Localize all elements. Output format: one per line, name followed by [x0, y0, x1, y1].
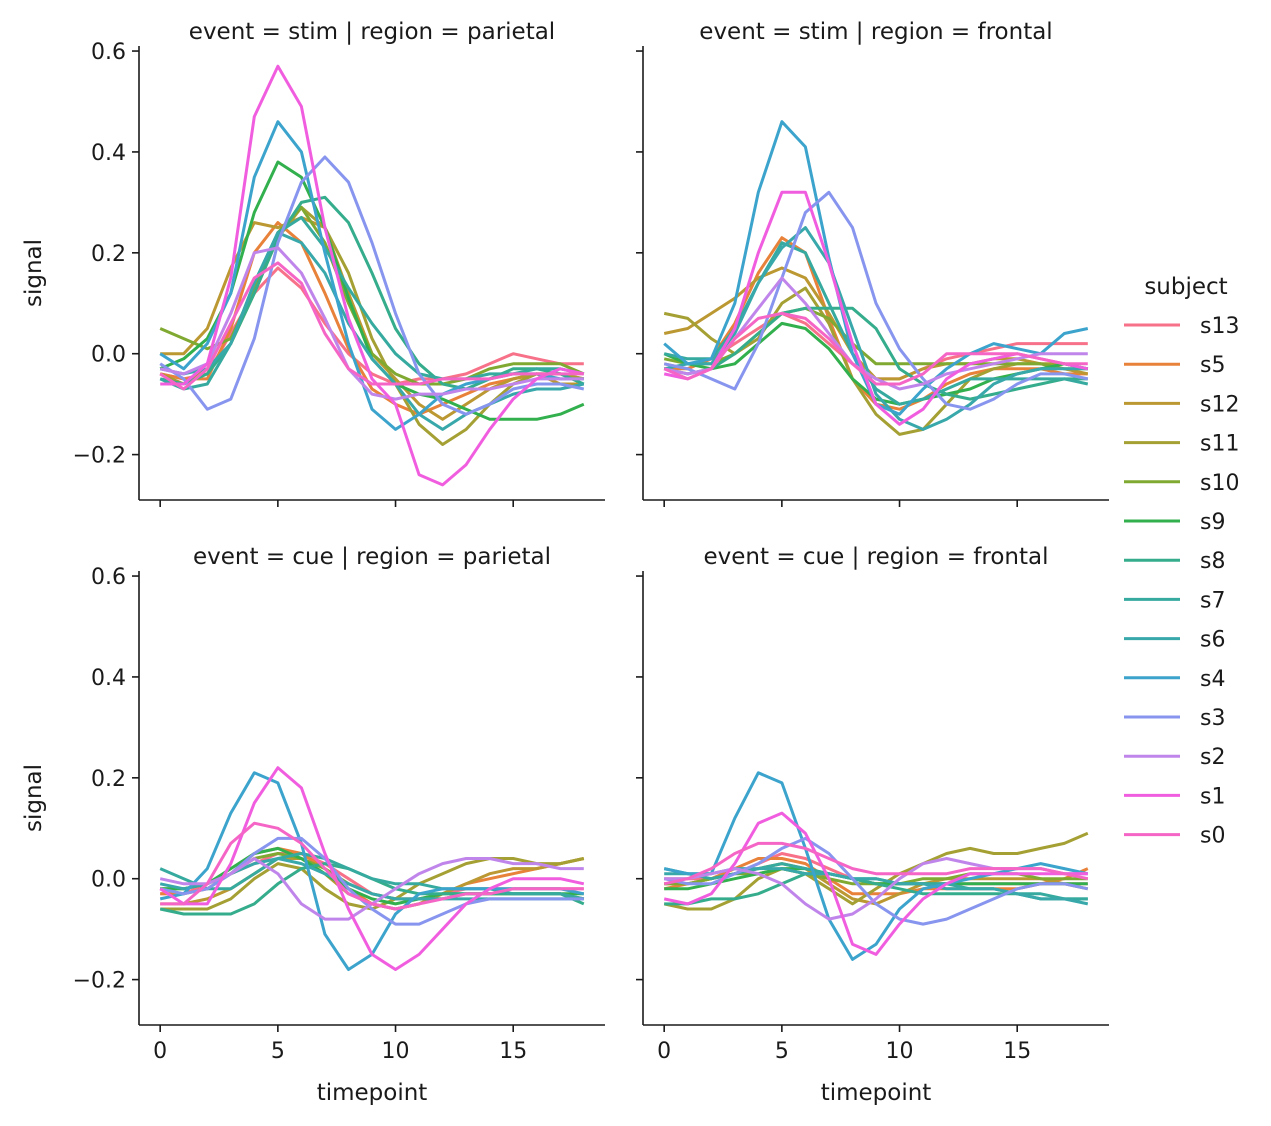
x-tick-label: 10: [382, 1039, 410, 1064]
panel-title: event = stim | region = parietal: [189, 19, 555, 45]
legend-item: s0: [1124, 824, 1225, 849]
series-line-s1: [159, 766, 585, 971]
legend-item: s4: [1124, 667, 1225, 692]
legend-item: s12: [1124, 392, 1239, 417]
legend-label: s6: [1200, 628, 1225, 653]
series-line-s0: [159, 261, 584, 391]
y-tick-label: −0.2: [73, 969, 126, 994]
legend-label: s8: [1200, 549, 1225, 574]
x-axis-label: timepoint: [821, 1080, 932, 1106]
legend-label: s5: [1200, 353, 1225, 378]
legend-item: s6: [1124, 628, 1225, 653]
legend-item: s3: [1124, 706, 1225, 731]
x-tick-label: 5: [775, 1039, 789, 1064]
x-tick-label: 0: [153, 1039, 167, 1064]
series-line-s1: [663, 811, 1088, 956]
facet-panel: event = cue | region = parietal −0.2 0.0 0.…: [21, 544, 605, 1106]
panel-title: event = stim | region = frontal: [699, 19, 1052, 45]
y-tick-label: 0.2: [91, 242, 126, 267]
legend-label: s2: [1200, 745, 1225, 770]
series-line-s6: [159, 231, 585, 431]
x-tick-label: 15: [1003, 1039, 1031, 1064]
y-tick-label: 0.4: [91, 666, 126, 691]
legend-label: s10: [1200, 471, 1239, 496]
x-tick-label: 5: [271, 1039, 285, 1064]
series-line-s6: [663, 226, 1088, 431]
facet-panel: event = cue | region = frontal 0 5 10 15 time…: [636, 544, 1109, 1106]
panel-title: event = cue | region = parietal: [193, 544, 551, 570]
y-tick-label: 0.6: [91, 40, 126, 65]
panel-title: event = cue | region = frontal: [704, 544, 1049, 570]
y-tick-label: 0.0: [91, 343, 126, 368]
series-line-s4: [663, 120, 1089, 416]
y-tick-label: 0.6: [91, 565, 126, 590]
y-axis-label: signal: [21, 764, 47, 832]
legend-label: s4: [1200, 667, 1225, 692]
series-line-s8: [663, 306, 1088, 401]
y-tick-label: −0.2: [73, 444, 126, 469]
legend-label: s0: [1200, 824, 1225, 849]
legend-item: s7: [1124, 588, 1225, 613]
legend-label: s3: [1200, 706, 1225, 731]
legend-item: s13: [1124, 314, 1239, 339]
series-line-s1: [160, 64, 585, 487]
legend-label: s7: [1200, 588, 1225, 613]
facet-panels: event = stim | region = parietal −0.2 0.0 0…: [21, 19, 1109, 1106]
legend-label: s13: [1200, 314, 1239, 339]
x-tick-label: 10: [886, 1039, 914, 1064]
legend: subject s13 s5 s12 s11 s10 s9 s8 s7 s6 s4 s3 s2 s1 s0: [1124, 274, 1239, 849]
series-line-s13: [159, 266, 584, 386]
legend-label: s1: [1200, 784, 1225, 809]
legend-item: s5: [1124, 353, 1225, 378]
y-tick-label: 0.0: [91, 868, 126, 893]
legend-item: s9: [1124, 510, 1225, 535]
series-line-s3: [159, 155, 585, 416]
legend-item: s2: [1124, 745, 1225, 770]
legend-label: s11: [1200, 432, 1239, 457]
series-line-s7: [159, 852, 585, 901]
facet-panel: event = stim | region = frontal: [636, 19, 1109, 507]
series-line-s11: [160, 857, 585, 911]
series-line-s3: [663, 190, 1089, 411]
series-line-s10: [159, 205, 585, 386]
series-line-s2: [159, 246, 584, 401]
x-axis-label: timepoint: [317, 1080, 428, 1106]
legend-item: s10: [1124, 471, 1239, 496]
series-line-s4: [663, 771, 1089, 961]
legend-label: s9: [1200, 510, 1225, 535]
legend-label: s12: [1200, 392, 1239, 417]
series-line-s3: [159, 836, 584, 926]
facet-panel: event = stim | region = parietal −0.2 0.0 0…: [21, 19, 605, 507]
legend-item: s8: [1124, 549, 1225, 574]
legend-item: s11: [1124, 432, 1239, 457]
series-line-s3: [663, 836, 1089, 926]
legend-title: subject: [1144, 274, 1227, 300]
series-line-s0: [663, 311, 1088, 386]
series-line-s0: [663, 841, 1089, 886]
y-tick-label: 0.4: [91, 141, 126, 166]
legend-item: s1: [1124, 784, 1225, 809]
y-axis-label: signal: [21, 239, 47, 307]
y-tick-label: 0.2: [91, 767, 126, 792]
x-tick-label: 15: [499, 1039, 527, 1064]
series-line-s0: [160, 821, 584, 911]
x-tick-label: 0: [657, 1039, 671, 1064]
